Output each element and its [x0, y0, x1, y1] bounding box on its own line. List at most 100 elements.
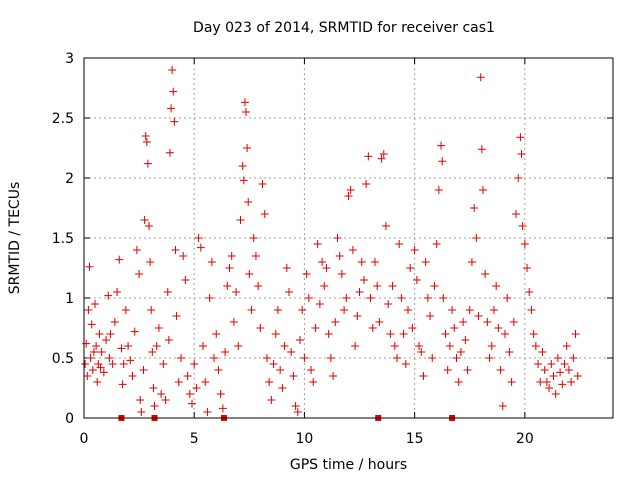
tick-layer: 0 0.5 1 1.5 2 2.5 3 0 5 10 15 20 — [52, 51, 613, 447]
data-point — [421, 258, 430, 266]
data-point — [560, 360, 569, 368]
data-point — [201, 378, 210, 386]
data-point — [375, 318, 384, 326]
data-point — [258, 180, 267, 188]
data-point — [384, 300, 393, 308]
data-point — [293, 408, 302, 416]
data-point — [454, 378, 463, 386]
grid-layer — [84, 58, 613, 418]
data-point — [214, 366, 223, 374]
data-point — [221, 348, 230, 356]
data-point — [540, 366, 549, 374]
data-point — [161, 396, 170, 404]
data-point — [507, 378, 516, 386]
data-point — [489, 306, 498, 314]
data-point — [242, 108, 251, 116]
plot-frame — [83, 57, 614, 419]
data-point — [406, 264, 415, 272]
data-point — [218, 404, 227, 413]
data-point — [337, 270, 346, 278]
chart-title: Day 023 of 2014, SRMTID for receiver cas… — [193, 20, 495, 36]
data-point — [437, 141, 446, 150]
data-point — [410, 246, 419, 254]
data-point — [238, 162, 247, 170]
data-point — [307, 366, 316, 374]
data-point — [529, 330, 538, 338]
data-point — [94, 360, 103, 368]
data-point — [91, 300, 100, 308]
data-point — [514, 174, 523, 182]
data-point — [174, 378, 183, 386]
data-point — [176, 354, 185, 362]
y-tick-label: 2 — [65, 171, 74, 187]
data-point — [105, 354, 114, 362]
data-point — [573, 372, 582, 380]
data-point — [348, 246, 357, 254]
data-point — [388, 282, 397, 290]
data-point — [102, 336, 111, 344]
data-point — [503, 294, 512, 302]
data-point — [232, 288, 241, 296]
data-point — [210, 354, 219, 362]
data-point — [207, 258, 216, 266]
data-point — [199, 342, 208, 350]
data-point — [324, 330, 333, 338]
data-point — [498, 402, 507, 410]
data-point — [145, 222, 154, 230]
data-point — [472, 234, 481, 242]
data-point — [397, 294, 406, 302]
data-point — [309, 378, 318, 386]
data-point — [456, 348, 465, 356]
data-point — [494, 324, 503, 332]
data-point — [564, 366, 573, 374]
data-point — [256, 324, 265, 332]
data-point — [282, 264, 291, 272]
data-point — [119, 360, 128, 368]
data-point — [474, 312, 483, 320]
data-point — [245, 270, 254, 278]
data-point — [335, 252, 344, 260]
data-point — [331, 318, 340, 326]
data-point — [419, 372, 428, 380]
data-point — [340, 306, 349, 314]
data-point — [355, 288, 364, 296]
data-point — [516, 133, 525, 142]
data-point — [163, 288, 172, 296]
data-point — [205, 294, 214, 302]
data-point — [399, 330, 408, 338]
data-point — [168, 66, 177, 74]
data-point — [500, 330, 509, 338]
data-point — [170, 117, 179, 126]
data-point — [452, 354, 461, 362]
data-point — [265, 378, 274, 386]
data-point — [322, 264, 331, 272]
data-point — [481, 270, 490, 278]
data-point — [146, 258, 155, 266]
data-point — [249, 234, 258, 242]
data-point — [512, 210, 521, 218]
data-point — [93, 378, 102, 386]
data-point — [240, 98, 249, 107]
data-point — [470, 204, 479, 212]
data-point — [571, 330, 580, 338]
data-point — [562, 342, 571, 350]
data-point — [83, 372, 92, 380]
x-tick-label: 5 — [190, 431, 199, 447]
data-point — [139, 366, 148, 374]
data-point — [392, 354, 401, 362]
data-point — [476, 73, 485, 82]
data-point — [346, 186, 355, 194]
y-tick-label: 0 — [65, 411, 74, 427]
data-point — [434, 186, 443, 194]
data-point — [267, 396, 276, 404]
data-point — [121, 306, 130, 314]
data-point — [159, 360, 168, 368]
y-tick-label: 1 — [65, 291, 74, 307]
data-point — [353, 312, 362, 320]
data-point — [150, 402, 159, 410]
data-point — [154, 324, 163, 332]
data-point — [227, 252, 236, 260]
data-point — [569, 354, 578, 362]
data-point — [326, 354, 335, 362]
data-point — [404, 306, 413, 314]
